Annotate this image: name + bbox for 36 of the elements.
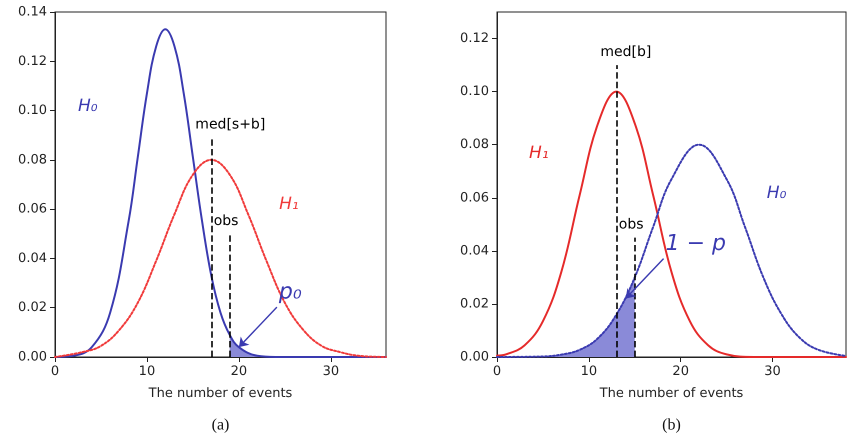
y-tick-label: 0.08	[460, 137, 489, 152]
x-tick-label: 10	[138, 364, 156, 379]
annotation: obs	[618, 216, 644, 233]
x-tick-label: 30	[322, 364, 340, 379]
y-tick-label: 0.10	[18, 103, 47, 118]
y-tick-label: 0.10	[460, 84, 489, 100]
x-tick-label: 20	[230, 364, 248, 379]
y-tick-label: 0.12	[460, 31, 489, 46]
text: (b)	[662, 416, 681, 434]
series-label: H₁	[279, 194, 299, 214]
x-tick-label: 0	[492, 364, 502, 379]
y-tick-label: 0.12	[18, 54, 47, 69]
x-axis-title: The number of events	[148, 386, 293, 401]
x-tick-label: 20	[672, 364, 689, 379]
y-tick-label: 0.14	[18, 4, 47, 20]
y-tick-label: 0.04	[18, 250, 47, 266]
y-tick-label: 0.02	[460, 296, 489, 312]
y-tick-label: 0.00	[18, 350, 47, 364]
annotation: 1 − p	[666, 231, 726, 256]
y-tick-label: 0.00	[460, 350, 489, 364]
y-tick-label: 0.06	[18, 202, 47, 217]
y-tick-label: 0.06	[460, 190, 489, 206]
x-tick-label: 0	[50, 364, 60, 379]
annotation: obs	[214, 212, 238, 229]
y-tick-label: 0.02	[18, 300, 47, 316]
y-tick-label: 0.04	[460, 243, 489, 258]
x-axis-title: The number of events	[598, 386, 744, 401]
y-tick-label: 0.08	[18, 152, 47, 168]
x-tick-label: 30	[764, 364, 781, 379]
annotation: med[b]	[600, 44, 652, 60]
text: (a)	[212, 416, 230, 434]
text: H₁	[529, 142, 549, 163]
annotation: med[s+b]	[195, 116, 266, 133]
text: H₀	[78, 96, 98, 116]
x-tick-label: 10	[580, 364, 598, 379]
series-label: H₀	[766, 182, 787, 203]
